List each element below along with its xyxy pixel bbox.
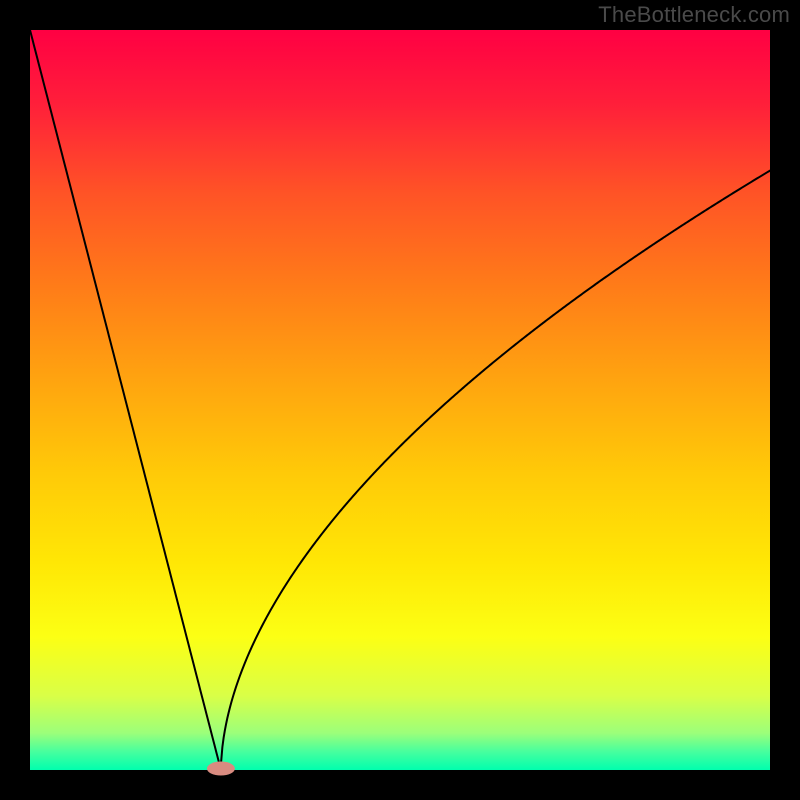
chart-container: TheBottleneck.com bbox=[0, 0, 800, 800]
plot-area bbox=[30, 30, 770, 770]
watermark-text: TheBottleneck.com bbox=[598, 2, 790, 28]
optimal-point-marker bbox=[207, 762, 235, 776]
chart-svg bbox=[0, 0, 800, 800]
